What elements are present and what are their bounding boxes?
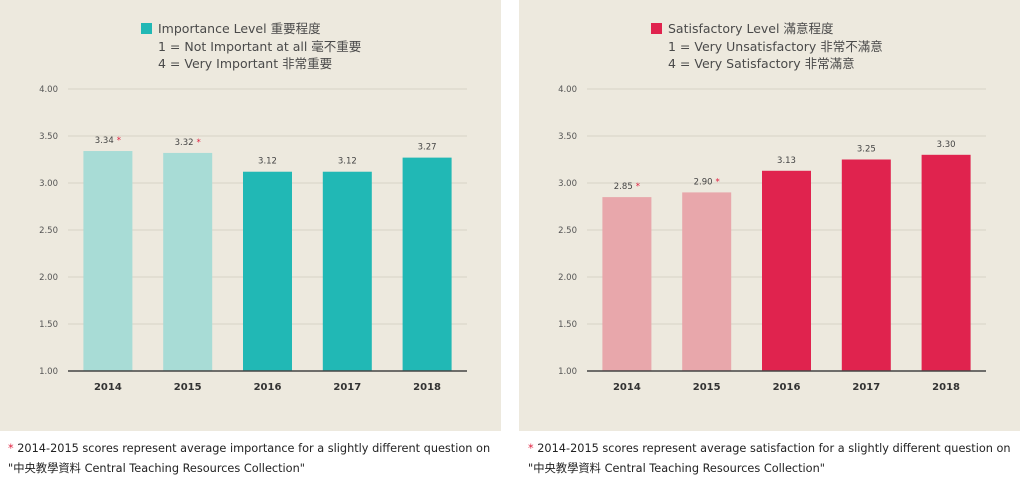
bar-2018	[921, 154, 971, 371]
bar-value-label: 3.32 *	[175, 138, 201, 148]
bar-2017	[841, 159, 891, 371]
x-category-label: 2017	[852, 382, 880, 393]
x-category-label: 2015	[693, 382, 721, 393]
asterisk-marker: *	[636, 182, 640, 192]
legend-scale-min: 1 = Very Unsatisfactory 非常不滿意	[668, 38, 883, 54]
footnote-text: 2014-2015 scores represent average impor…	[8, 442, 491, 475]
y-tick-label: 3.00	[39, 179, 58, 189]
footnote-text: 2014-2015 scores represent average satis…	[528, 442, 1011, 475]
bar-value-label: 3.12	[338, 157, 357, 167]
importance-footnote: * 2014-2015 scores represent average imp…	[8, 439, 503, 479]
legend-title: Importance Level 重要程度	[158, 21, 321, 36]
footnote-asterisk: *	[8, 442, 14, 455]
importance-legend: Importance Level 重要程度 1 = Not Important …	[141, 20, 361, 73]
x-category-label: 2017	[333, 382, 361, 393]
y-tick-label: 2.00	[39, 273, 58, 283]
bar-2017	[322, 171, 372, 371]
y-tick-label: 2.50	[39, 226, 58, 236]
asterisk-marker: *	[117, 136, 121, 146]
asterisk-marker: *	[716, 177, 720, 187]
satisfaction-footnote: * 2014-2015 scores represent average sat…	[528, 439, 1023, 479]
y-tick-label: 1.00	[558, 367, 577, 377]
bar-value-label: 3.13	[777, 156, 796, 166]
importance-chart-panel: Importance Level 重要程度 1 = Not Important …	[0, 0, 501, 431]
bar-2014	[602, 197, 652, 371]
bar-value-label: 3.30	[937, 140, 956, 150]
bar-2016	[762, 170, 811, 371]
x-category-label: 2015	[174, 382, 202, 393]
bar-value-label: 3.34 *	[95, 136, 121, 146]
x-category-label: 2016	[254, 382, 282, 393]
y-tick-label: 1.50	[39, 320, 58, 330]
bar-value-label: 2.85 *	[614, 182, 640, 192]
legend-scale-max: 4 = Very Important 非常重要	[158, 56, 333, 71]
bar-2014	[83, 151, 133, 371]
y-tick-label: 2.00	[558, 273, 577, 283]
legend-scale-min: 1 = Not Important at all 毫不重要	[158, 38, 362, 54]
bar-value-label: 3.12	[258, 157, 277, 167]
legend-swatch-icon	[141, 23, 152, 35]
x-category-label: 2014	[94, 382, 122, 393]
y-tick-label: 3.50	[39, 132, 58, 142]
y-tick-label: 4.00	[39, 85, 58, 95]
y-tick-label: 2.50	[558, 226, 577, 236]
y-tick-label: 3.50	[558, 132, 577, 142]
y-tick-label: 1.50	[558, 320, 577, 330]
footnote-asterisk: *	[528, 442, 534, 455]
legend-title: Satisfactory Level 滿意程度	[668, 21, 834, 36]
x-category-label: 2016	[773, 382, 801, 393]
bar-value-label: 3.27	[418, 143, 437, 153]
x-category-label: 2018	[932, 382, 960, 393]
bar-value-label: 3.25	[857, 145, 876, 155]
bar-2018	[402, 157, 452, 371]
bar-value-label: 2.90 *	[694, 177, 720, 187]
y-tick-label: 1.00	[39, 367, 58, 377]
bar-2015	[163, 152, 213, 371]
x-category-label: 2014	[613, 382, 641, 393]
legend-scale-max: 4 = Very Satisfactory 非常滿意	[668, 56, 855, 71]
bar-2016	[243, 171, 292, 371]
satisfaction-legend: Satisfactory Level 滿意程度 1 = Very Unsatis…	[651, 20, 883, 73]
satisfaction-bar-chart: 1.00 1.50 2.00 2.50 3.00 3.50 4.00 2.85 * 2014 2.9…	[558, 85, 986, 393]
bar-2015	[682, 192, 732, 371]
satisfaction-chart-panel: Satisfactory Level 滿意程度 1 = Very Unsatis…	[519, 0, 1020, 431]
y-tick-label: 3.00	[558, 179, 577, 189]
y-tick-label: 4.00	[558, 85, 577, 95]
legend-swatch-icon	[651, 23, 662, 35]
asterisk-marker: *	[197, 138, 201, 148]
importance-bar-chart: 1.00 1.50 2.00 2.50 3.00 3.50 4.00 3.34 * 2014 3.3…	[39, 85, 467, 393]
x-category-label: 2018	[413, 382, 441, 393]
